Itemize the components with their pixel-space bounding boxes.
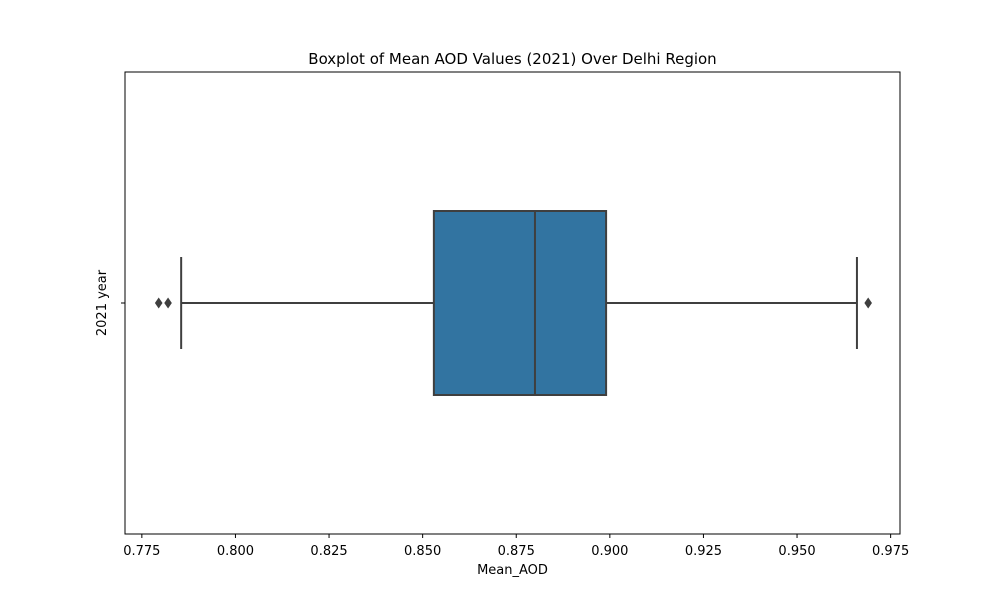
x-tick-label: 0.800 <box>217 544 254 559</box>
x-tick-label: 0.825 <box>310 544 347 559</box>
x-axis: 0.775 0.800 0.825 0.850 0.875 0.900 0.925 0.950… <box>123 534 909 559</box>
x-tick-label: 0.850 <box>404 544 441 559</box>
x-axis-label: Mean_AOD <box>477 563 548 578</box>
outlier-point <box>164 297 172 309</box>
chart-title: Boxplot of Mean AOD Values (2021) Over D… <box>308 50 716 68</box>
iqr-box <box>432 210 608 396</box>
x-tick-label: 0.875 <box>498 544 535 559</box>
outlier-point <box>864 297 872 309</box>
x-tick-label: 0.775 <box>123 544 160 559</box>
plot-area <box>154 210 872 396</box>
x-tick-label: 0.900 <box>591 544 628 559</box>
outlier-point <box>154 297 163 309</box>
y-axis-label: 2021 year <box>95 269 110 336</box>
x-tick-label: 0.950 <box>778 544 815 559</box>
x-tick-label: 0.925 <box>685 544 722 559</box>
x-tick-label: 0.975 <box>872 544 909 559</box>
